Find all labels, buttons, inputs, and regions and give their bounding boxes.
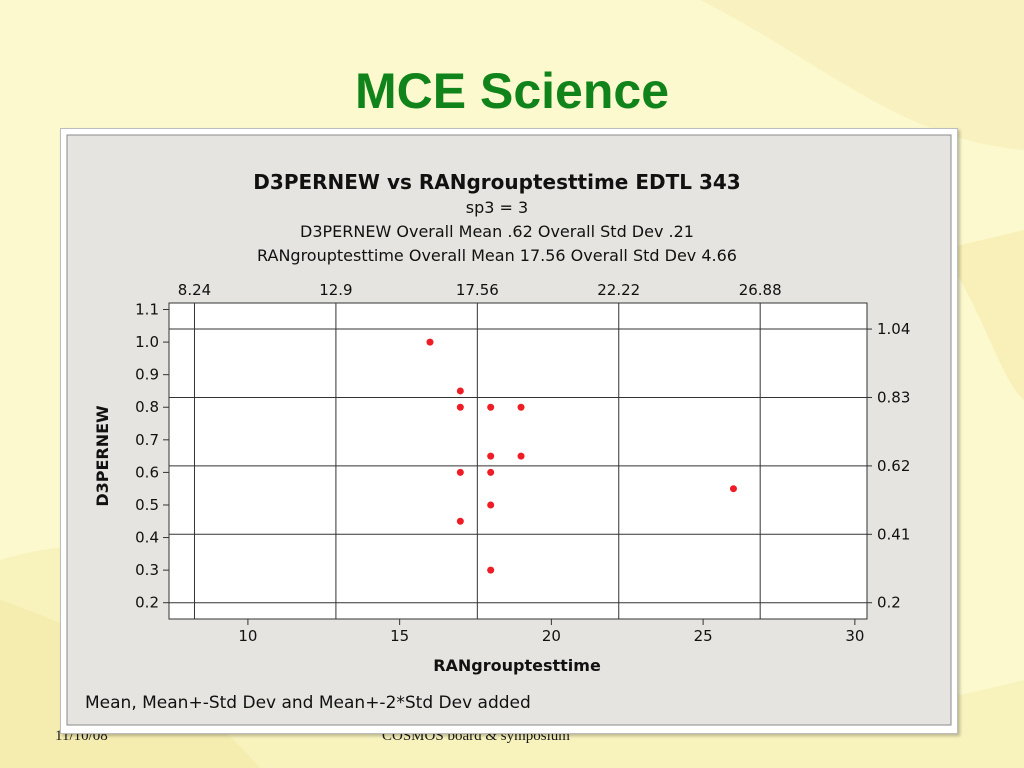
axes: 0.2 0.3 0.4 0.5 0.6 0.7 0.8 0.9 1.0 1.1 10 15 20 25 30 — [135, 301, 864, 645]
right-reference-label: 1.04 — [877, 320, 910, 338]
data-point — [487, 501, 495, 509]
data-point — [487, 566, 495, 574]
data-point — [517, 452, 525, 460]
top-reference-label: 8.24 — [178, 281, 211, 299]
right-reference-label: 0.41 — [877, 525, 910, 543]
chart-subtitle-line: sp3 = 3 — [466, 198, 528, 217]
y-axis-label: D3PERNEW — [93, 405, 112, 507]
chart-subtitles: sp3 = 3 D3PERNEW Overall Mean .62 Overall… — [257, 198, 737, 265]
data-point — [456, 387, 464, 395]
y-tick-label: 0.6 — [135, 463, 159, 481]
data-point — [487, 452, 495, 460]
plot-area — [168, 302, 868, 620]
y-tick-label: 0.5 — [135, 496, 159, 514]
x-tick-label: 10 — [238, 627, 257, 645]
top-reference-label: 26.88 — [739, 281, 782, 299]
data-point — [456, 468, 464, 476]
right-reference-label: 0.62 — [877, 457, 910, 475]
x-tick-label: 20 — [542, 627, 561, 645]
y-tick-label: 0.3 — [135, 561, 159, 579]
reference-lines: 8.24 12.9 17.56 22.22 26.88 1.04 0.83 0.62 0.41 0… — [169, 281, 910, 619]
x-axis-label: RANgrouptesttime — [433, 656, 601, 675]
top-reference-label: 22.22 — [597, 281, 640, 299]
data-point — [729, 485, 737, 493]
chart-subtitle-line: RANgrouptesttime Overall Mean 17.56 Over… — [257, 246, 737, 265]
y-tick-label: 0.7 — [135, 431, 159, 449]
data-point — [487, 468, 495, 476]
scatter-chart: D3PERNEW vs RANgrouptesttime EDTL 343 sp… — [66, 134, 952, 726]
x-tick-label: 15 — [390, 627, 409, 645]
x-tick-label: 30 — [845, 627, 864, 645]
data-point — [426, 338, 434, 346]
y-tick-label: 0.2 — [135, 594, 159, 612]
top-reference-label: 12.9 — [319, 281, 352, 299]
chart-frame: D3PERNEW vs RANgrouptesttime EDTL 343 sp… — [60, 128, 958, 734]
right-reference-label: 0.2 — [877, 594, 901, 612]
chart-note: Mean, Mean+-Std Dev and Mean+-2*Std Dev … — [85, 693, 531, 713]
data-point — [517, 403, 525, 411]
data-point — [456, 517, 464, 525]
top-reference-label: 17.56 — [456, 281, 499, 299]
slide-title: MCE Science — [354, 63, 669, 119]
right-reference-label: 0.83 — [877, 388, 910, 406]
y-tick-label: 1.1 — [135, 301, 159, 319]
chart-subtitle-line: D3PERNEW Overall Mean .62 Overall Std De… — [300, 222, 694, 241]
y-tick-label: 1.0 — [135, 333, 159, 351]
data-point — [487, 403, 495, 411]
y-tick-label: 0.9 — [135, 366, 159, 384]
x-tick-label: 25 — [694, 627, 713, 645]
y-tick-label: 0.8 — [135, 398, 159, 416]
data-points — [426, 338, 737, 574]
y-tick-label: 0.4 — [135, 529, 159, 547]
data-point — [456, 403, 464, 411]
chart-title: D3PERNEW vs RANgrouptesttime EDTL 343 — [253, 170, 740, 194]
